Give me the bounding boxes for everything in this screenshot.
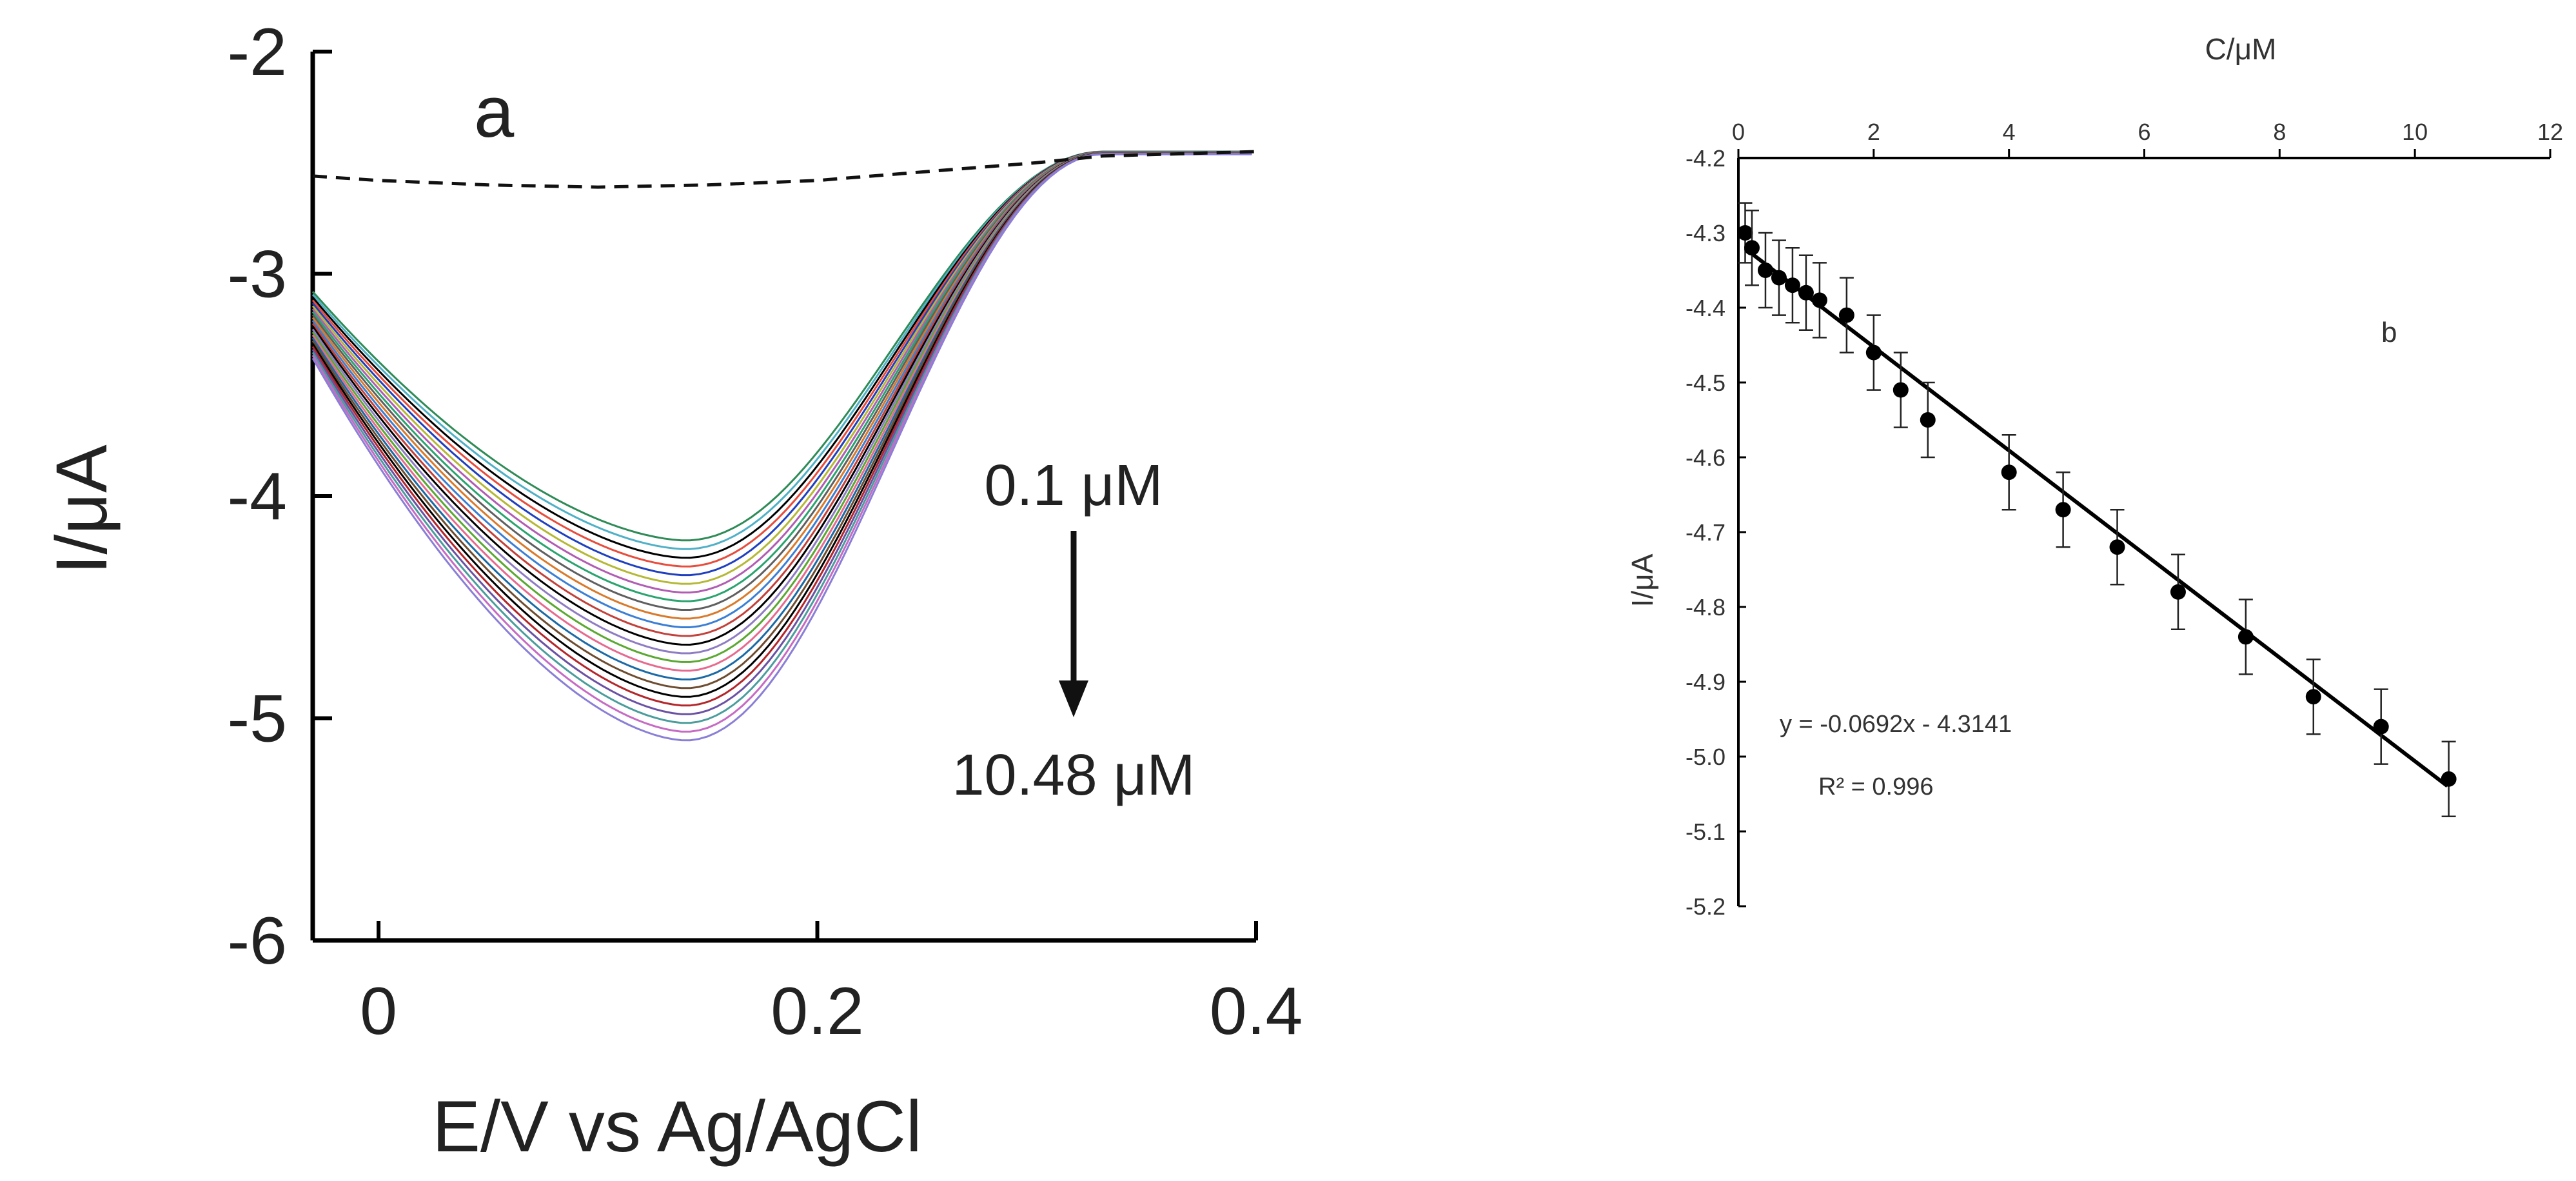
panel-a-y-tick-label: -4 (228, 459, 287, 534)
panel-a-voltammogram-curve (311, 153, 1252, 742)
panel-a-voltammograms: -2-3-4-5-60 0.2 0.4 a E/V vs Ag/AgCl I/μA … (41, 15, 1303, 1167)
panel-a-axes: -2 -3 -4 -5 -6 0 0.2 0.4 (228, 15, 1303, 1049)
panel-a-voltammogram-curve (311, 151, 1252, 585)
panel-b-y-tick-label: -4.2 (1686, 145, 1726, 172)
panel-b-x-tick-label: 10 (2402, 119, 2428, 145)
panel-b-data-point (1865, 344, 1882, 361)
panel-a-start-concentration-label: 0.1 μM (985, 453, 1163, 518)
panel-b-data-point (1920, 412, 1936, 428)
panel-b-y-tick-label: -4.3 (1686, 220, 1726, 246)
panel-b-x-tick-label: 12 (2537, 119, 2563, 145)
panel-b-data-point (2305, 689, 2321, 705)
panel-a-blank-dashed-line (312, 150, 1257, 189)
panel-a-arrow (1059, 531, 1088, 717)
panel-b-y-tick-label: -4.4 (1686, 295, 1726, 321)
panel-a-y-tick-label: -3 (228, 237, 287, 312)
panel-b-y-tick-label: -4.6 (1686, 444, 1726, 471)
panel-a-voltammogram-curve (311, 152, 1252, 698)
panel-a-y-tick-label: -5 (228, 682, 287, 757)
panel-a-y-tick-label: -6 (228, 904, 287, 978)
panel-a-blank-curve (312, 150, 1257, 189)
panel-a-x-tick-label: 0 (360, 974, 397, 1049)
panel-b-data-point (1811, 292, 1827, 308)
panel-b-r-squared: R² = 0.996 (1818, 773, 1934, 800)
panel-a-voltammogram-curve (311, 152, 1252, 672)
panel-a-x-tick-label: 0.2 (771, 974, 864, 1049)
panel-b-data-point (1893, 382, 1909, 398)
panel-a-voltammogram-curve (311, 153, 1252, 715)
panel-b-data-point (2109, 539, 2125, 555)
panel-a-end-concentration-label: 10.48 μM (952, 743, 1195, 808)
panel-b-x-tick-label: 2 (1867, 119, 1880, 145)
panel-b-data-point (2441, 771, 2457, 787)
panel-b-label: b (2381, 317, 2397, 348)
panel-b-x-tick-label: 0 (1732, 119, 1745, 145)
panel-b-x-tick-label: 4 (2003, 119, 2016, 145)
panel-b-y-axis-label: I/μA (1626, 553, 1659, 607)
panel-a-x-axis-label: E/V vs Ag/AgCl (432, 1086, 921, 1167)
panel-a-voltammogram-curve (311, 152, 1252, 620)
panel-b-y-tick-label: -4.9 (1686, 669, 1726, 695)
panel-b-fit-equation: y = -0.0692x - 4.3141 (1780, 711, 2012, 738)
panel-b-data-point (1838, 307, 1854, 323)
panel-a-y-axis-label: I/μA (41, 444, 122, 575)
panel-a-voltammogram-curve (311, 153, 1252, 724)
panel-b-y-tick-label: -5.2 (1686, 893, 1726, 920)
panel-b-y-tick-label: -4.7 (1686, 519, 1726, 546)
panel-b-data-point (1757, 263, 1773, 278)
panel-a-voltammogram-curve (311, 152, 1252, 611)
panel-b-axes: 0 2 4 6 8 10 12 -4.2 -4.3 -4.4 -4.5 -4.6 -4.7 -4.8 -4.… (1686, 119, 2563, 920)
panel-b-data-point (2170, 584, 2186, 600)
panel-b-points (1737, 202, 2457, 818)
panel-b-calibration: 0 2 4 6 8 10 12 -4.2 -4.3 -4.4 -4.5 -4.6 -4.7 -4.8 -4.… (1626, 32, 2563, 920)
panel-a-voltammogram-curve (311, 152, 1252, 690)
panel-a-x-tick-label: 0.4 (1210, 974, 1303, 1049)
panel-b-data-point (1744, 240, 1760, 256)
panel-a-y-tick-label: -2 (228, 15, 287, 90)
panel-b-data-point (2373, 719, 2389, 735)
panel-b-data-point (1771, 270, 1787, 286)
panel-a-voltammogram-curve (311, 152, 1252, 663)
panel-b-data-point (2001, 464, 2017, 481)
panel-b-data-point (2237, 629, 2254, 645)
panel-b-y-tick-label: -4.5 (1686, 370, 1726, 396)
panel-b-y-tick-label: -5.0 (1686, 744, 1726, 770)
panel-b-x-axis-label: C/μM (2205, 32, 2277, 66)
panel-b-x-tick-label: 8 (2273, 119, 2286, 145)
panel-b-data-point (1737, 225, 1753, 241)
panel-a-label: a (474, 72, 515, 152)
panel-a-voltammogram-curve (311, 152, 1252, 655)
panel-a-curves (311, 150, 1252, 742)
panel-b-data-point (1798, 284, 1814, 301)
panel-b-fit-line (1744, 247, 2449, 788)
panel-b-x-tick-label: 6 (2138, 119, 2150, 145)
panel-b-data-point (2055, 502, 2071, 518)
panel-b-data-point (1784, 277, 1800, 293)
panel-b-y-tick-label: -4.8 (1686, 594, 1726, 620)
panel-a-voltammogram-curve (311, 152, 1252, 680)
panel-b-y-tick-label: -5.1 (1686, 819, 1726, 845)
